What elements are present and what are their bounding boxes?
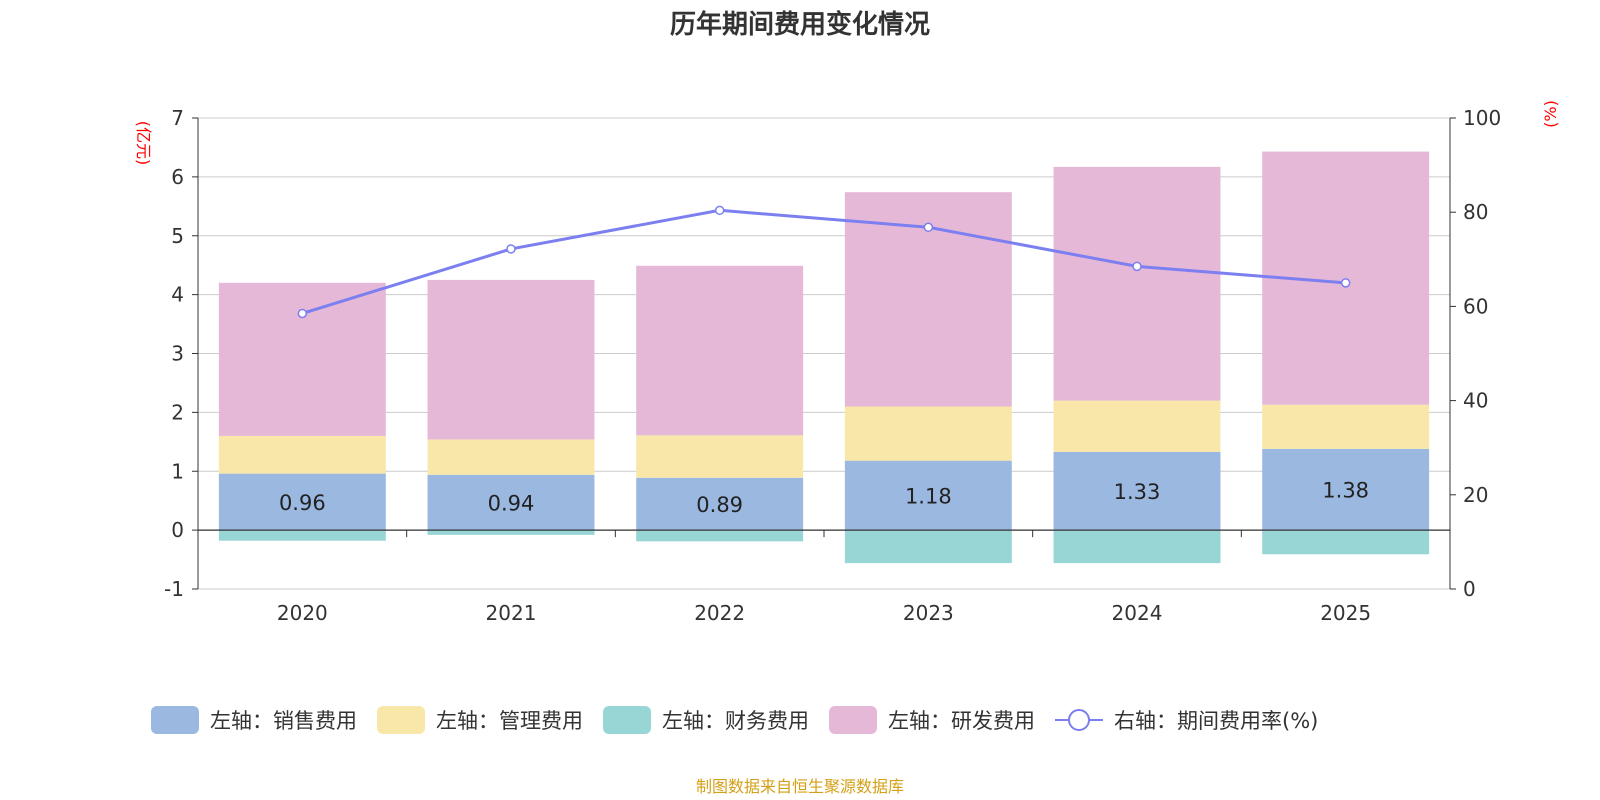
axes: -1 0 1 2 3 4 5 6 7 0 20 40 60 80 100 2020 2021 2022 2023 20… xyxy=(164,106,1501,625)
left-axis-tick-label: -1 xyxy=(164,577,184,601)
bar-value-label: 0.89 xyxy=(696,493,743,517)
right-axis-tick-label: 20 xyxy=(1463,483,1488,507)
x-axis-tick-label: 2022 xyxy=(694,601,745,625)
left-axis-tick-label: 4 xyxy=(171,283,184,307)
expense-rate-point-2020 xyxy=(297,308,308,319)
x-axis-tick-label: 2023 xyxy=(903,601,954,625)
bar-series2-2025 xyxy=(1262,530,1430,555)
bar-series0-2025 xyxy=(1262,448,1430,531)
legend-label: 左轴：财务费用 xyxy=(662,709,809,733)
bar-labels: 0.96 0.94 0.89 1.18 1.33 1.38 xyxy=(279,479,1369,517)
bar-series2-2024 xyxy=(1053,530,1221,564)
right-axis-tick-label: 100 xyxy=(1463,106,1501,130)
legend-swatch xyxy=(151,706,199,734)
bar-series3-2024 xyxy=(1053,166,1221,401)
bar-series0-2020 xyxy=(218,473,386,531)
legend-swatch xyxy=(603,706,651,734)
left-axis-tick-label: 1 xyxy=(171,459,184,483)
left-axis-tick-label: 5 xyxy=(171,224,184,248)
bar-value-label: 1.18 xyxy=(905,484,952,508)
expense-rate-line-path xyxy=(301,208,1346,315)
right-axis-tick-label: 60 xyxy=(1463,294,1488,318)
expense-rate-point-2024 xyxy=(1132,261,1142,272)
x-axis-tick-label: 2025 xyxy=(1320,601,1371,625)
bars xyxy=(218,151,1430,564)
legend-label: 左轴：销售费用 xyxy=(210,709,357,733)
bar-series2-2021 xyxy=(427,530,595,535)
bar-series1-2023 xyxy=(844,406,1012,461)
left-axis-tick-label: 7 xyxy=(171,106,184,130)
bar-series3-2021 xyxy=(427,279,595,440)
bar-series0-2024 xyxy=(1053,451,1221,531)
bar-series3-2022 xyxy=(636,265,804,436)
legend-label: 左轴：研发费用 xyxy=(888,709,1035,733)
expense-rate-point-2021 xyxy=(506,244,516,254)
x-axis-tick-label: 2020 xyxy=(277,601,328,625)
left-axis-tick-label: 6 xyxy=(171,165,184,189)
legend-swatch xyxy=(829,706,877,734)
bar-series1-2021 xyxy=(427,439,595,475)
right-axis-unit: (%) xyxy=(1541,100,1560,128)
left-axis-tick-label: 0 xyxy=(171,518,184,542)
bar-series0-2022 xyxy=(636,477,804,531)
legend-swatch xyxy=(377,706,425,734)
bar-value-label: 1.33 xyxy=(1114,480,1161,504)
right-axis-tick-label: 0 xyxy=(1463,577,1476,601)
source-note: 制图数据来自恒生聚源数据库 xyxy=(696,777,904,796)
bar-series1-2020 xyxy=(218,435,386,474)
left-axis-unit: (亿元) xyxy=(134,121,153,166)
expense-rate-line xyxy=(297,205,1351,319)
bar-series1-2025 xyxy=(1262,404,1430,449)
bar-series2-2023 xyxy=(844,530,1012,564)
x-axis-tick-label: 2024 xyxy=(1112,601,1163,625)
expense-rate-point-2022 xyxy=(714,205,725,216)
bar-series1-2022 xyxy=(636,435,804,478)
right-axis-tick-label: 80 xyxy=(1463,200,1488,224)
left-axis-tick-label: 2 xyxy=(171,400,184,424)
bar-series0-2023 xyxy=(844,460,1012,531)
legend-line-marker xyxy=(1068,709,1090,731)
legend: 左轴：销售费用 左轴：管理费用 左轴：财务费用 左轴：研发费用 右轴：期间费用率(%) xyxy=(151,706,1318,734)
bar-series3-2020 xyxy=(218,282,386,436)
expense-rate-point-2025 xyxy=(1340,278,1351,288)
bar-value-label: 0.96 xyxy=(279,491,326,515)
chart-title: 历年期间费用变化情况 xyxy=(670,9,930,40)
x-axis-tick-label: 2021 xyxy=(486,601,537,625)
right-axis-tick-label: 40 xyxy=(1463,389,1488,413)
bar-series2-2020 xyxy=(218,530,386,541)
bar-series1-2024 xyxy=(1053,400,1221,452)
bar-series0-2021 xyxy=(427,474,595,531)
bar-series2-2022 xyxy=(636,530,804,542)
left-axis-tick-label: 3 xyxy=(171,342,184,366)
bar-value-label: 0.94 xyxy=(488,491,535,515)
expense-rate-point-2023 xyxy=(923,222,934,233)
bar-value-label: 1.38 xyxy=(1322,479,1369,503)
legend-label: 左轴：管理费用 xyxy=(436,709,583,733)
legend-label: 右轴：期间费用率(%) xyxy=(1114,709,1318,733)
